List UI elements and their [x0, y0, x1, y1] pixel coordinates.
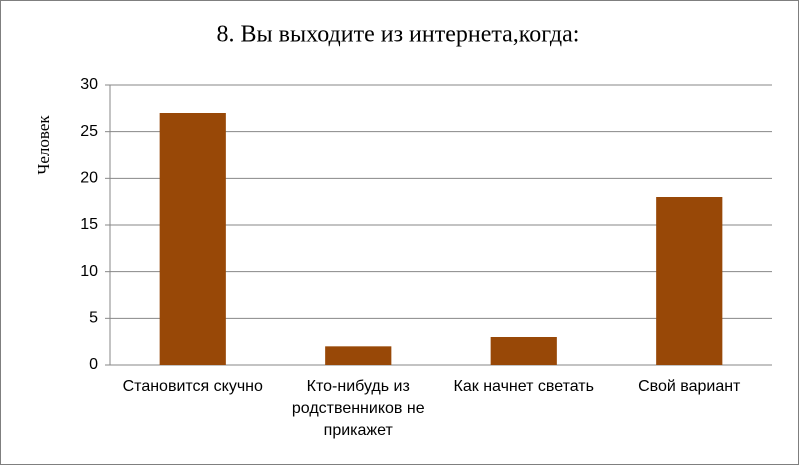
bar [656, 197, 723, 365]
bar [325, 346, 392, 365]
y-tick-label: 10 [80, 263, 98, 280]
chart-title: 8. Вы выходите из интернета,когда: [217, 22, 580, 48]
bar [490, 337, 557, 365]
x-tick-label: Свой вариант [638, 378, 741, 395]
bar [159, 113, 226, 365]
x-tick-label: Становится скучно [122, 378, 263, 395]
y-tick-label: 25 [80, 123, 98, 140]
y-tick-label: 20 [80, 170, 98, 187]
x-tick-label: Кто-нибудь из родственников не прикажет [291, 378, 425, 439]
y-tick-label: 0 [89, 356, 98, 373]
x-tick-label: Как начнет светать [453, 378, 594, 395]
y-axis-label: Человек [34, 115, 53, 175]
y-tick-label: 15 [80, 216, 98, 233]
y-tick-label: 30 [80, 76, 98, 93]
y-tick-label: 5 [89, 310, 98, 327]
